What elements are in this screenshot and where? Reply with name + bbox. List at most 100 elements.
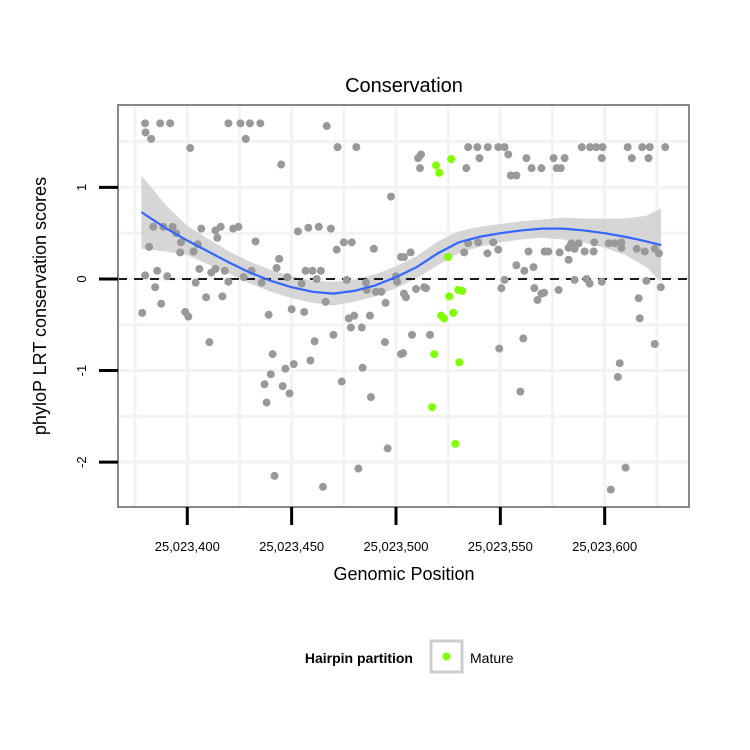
point [564,255,573,264]
point [585,279,594,288]
y-tick-label: 1 [74,184,89,191]
point [530,284,539,293]
point [617,238,626,247]
legend: Hairpin partition Mature [305,639,514,674]
point [256,119,265,128]
mature-point [439,314,448,323]
mature-point [445,292,454,301]
point [522,154,531,163]
point [589,247,598,256]
point [202,293,211,302]
point [163,272,172,281]
point [537,164,546,173]
point [141,271,150,280]
point [236,119,245,128]
legend-key [429,639,464,674]
point [623,143,632,152]
point [556,164,565,173]
point [644,154,653,163]
legend-title: Hairpin partition [305,650,413,666]
point [560,154,569,163]
y-tick-label: -2 [74,456,89,468]
points [138,119,670,494]
point [308,266,317,275]
point [635,314,644,323]
gridlines [118,105,689,507]
point [149,222,158,231]
point [138,308,147,317]
point [251,237,260,246]
point [621,463,630,472]
point [268,350,277,359]
point [304,223,313,232]
point [337,377,346,386]
point [318,482,327,491]
point [527,164,536,173]
point [381,298,390,307]
x-tick-label: 25,023,400 [155,539,220,554]
point [365,311,374,320]
point [321,297,330,306]
point [350,311,359,320]
point [574,239,583,248]
point [399,253,408,262]
point [153,266,162,275]
point [326,224,335,233]
mature-point [451,439,460,448]
point [342,275,351,284]
point [329,330,338,339]
point [354,464,363,473]
point [642,276,651,285]
point [645,143,654,152]
point [577,143,586,152]
point [207,268,216,277]
point [278,382,287,391]
mature-point [432,161,441,170]
point [293,227,302,236]
point [281,364,290,373]
point [524,247,533,256]
point [147,134,156,143]
point [260,380,269,389]
point [220,266,229,275]
point [592,143,601,152]
point [512,171,521,180]
mature-point [447,155,456,164]
point [570,275,579,284]
point [234,222,243,231]
x-axis: 25,023,400 25,023,450 25,023,500 25,023,550… [155,507,637,554]
point [473,143,482,152]
chart-title: Conservation [345,75,463,97]
y-axis: 1 0 -1 -2 [74,184,118,468]
point [632,244,641,253]
x-tick-label: 25,023,450 [259,539,324,554]
point [570,244,579,253]
point [346,323,355,332]
point [176,248,185,257]
point [597,154,606,163]
mature-point [430,350,439,359]
point [399,349,408,358]
point [402,293,411,302]
plot-panel [118,105,689,507]
x-tick-label: 25,023,550 [468,539,533,554]
point [475,154,484,163]
point [257,278,266,287]
point [415,164,424,173]
point [300,307,309,316]
point [483,249,492,258]
point [357,323,366,332]
point [549,154,558,163]
point [241,134,250,143]
point [586,143,595,152]
point [195,264,204,273]
point [654,249,663,258]
point [554,285,563,294]
point [462,164,471,173]
point [301,266,310,275]
point [366,393,375,402]
point [494,245,503,254]
legend-key-dot [442,652,451,661]
point [656,283,665,292]
